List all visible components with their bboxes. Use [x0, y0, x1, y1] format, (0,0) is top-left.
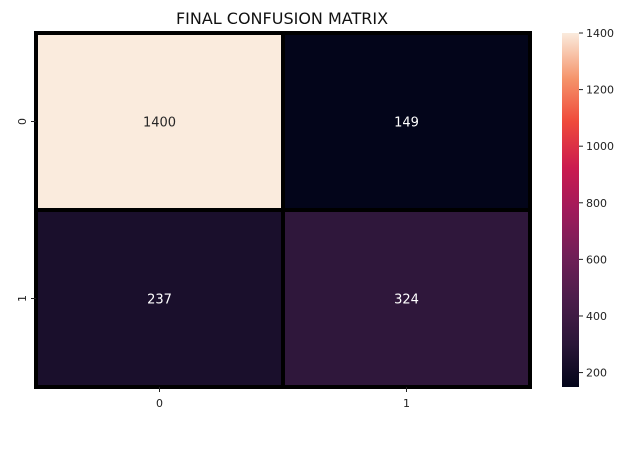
colorbar-tick-label: 400 — [586, 310, 607, 323]
heatmap-cell-1-1 — [281, 208, 532, 389]
chart-title: FINAL CONFUSION MATRIX — [176, 9, 388, 28]
x-tick-label: 0 — [156, 397, 163, 410]
colorbar-tick-label: 1400 — [586, 27, 614, 40]
y-tick-label: 1 — [16, 295, 29, 302]
cell-value-label-0-0: 1400 — [143, 116, 176, 131]
x-tick-label: 1 — [403, 397, 410, 410]
y-tick-label: 0 — [16, 118, 29, 125]
cell-value-label-0-1: 149 — [394, 116, 419, 131]
colorbar-tick-label: 1000 — [586, 140, 614, 153]
heatmap-cell-1-0 — [34, 208, 285, 389]
heatmap-cell-0-0 — [34, 31, 285, 212]
colorbar-tick-label: 600 — [586, 253, 607, 266]
cell-value-label-1-0: 237 — [147, 293, 172, 308]
heatmap-cell-0-1 — [281, 31, 532, 212]
colorbar-tick-label: 800 — [586, 197, 607, 210]
colorbar-tick-label: 1200 — [586, 84, 614, 97]
colorbar-gradient — [562, 33, 579, 387]
colorbar: 200 400 600 800 1000 1200 1400 — [562, 27, 614, 387]
heatmap-cells: 1400 149 237 324 — [34, 31, 532, 389]
colorbar-tick-label: 200 — [586, 367, 607, 380]
cell-value-label-1-1: 324 — [394, 293, 419, 308]
y-axis-ticks: 01 — [16, 118, 36, 302]
